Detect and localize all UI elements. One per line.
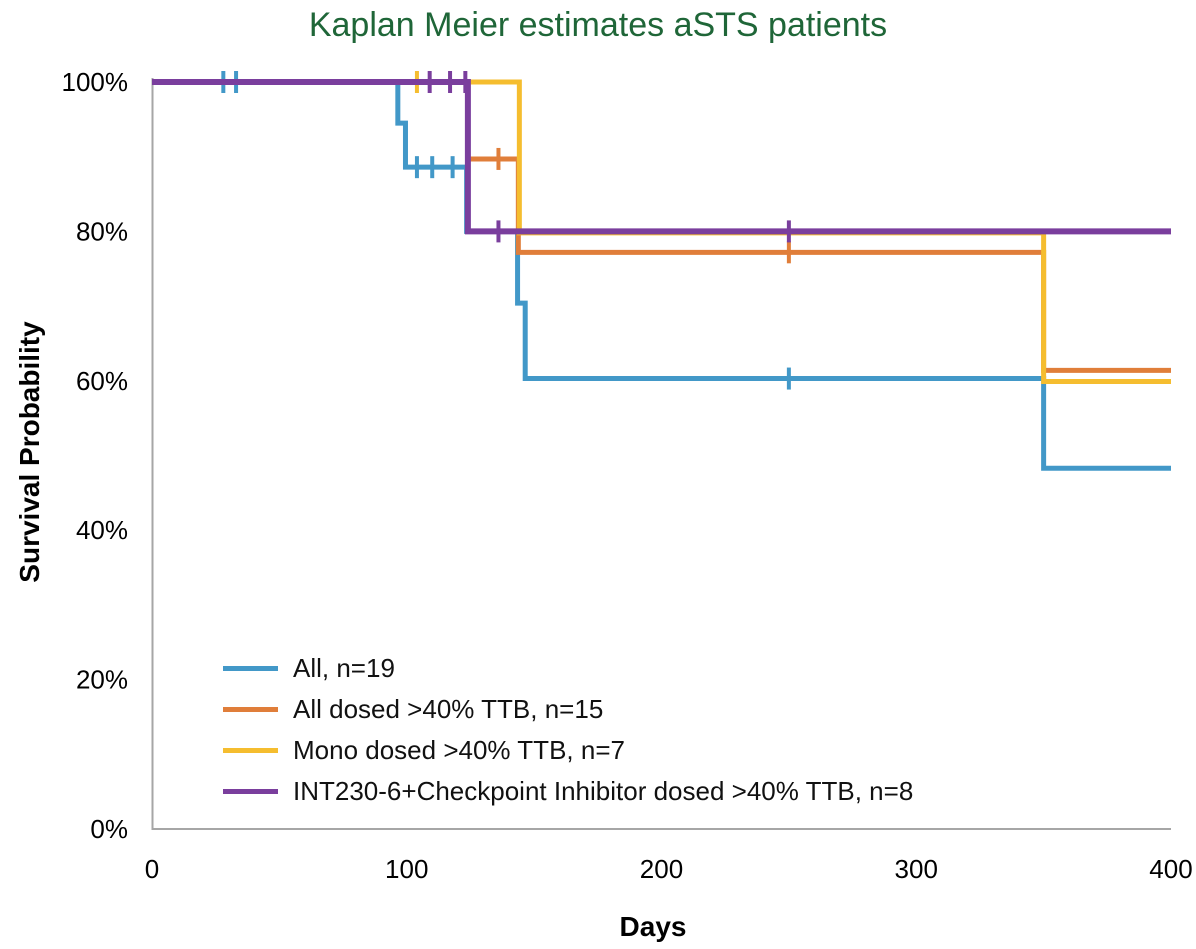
legend-label: INT230-6+Checkpoint Inhibitor dosed >40%… [293, 776, 914, 806]
x-tick-label: 100 [385, 854, 428, 884]
y-tick-label: 80% [76, 216, 128, 246]
x-axis-title: Days [619, 911, 687, 942]
y-tick-label: 20% [76, 665, 128, 695]
chart-title: Kaplan Meier estimates aSTS patients [308, 6, 888, 44]
legend-label: All dosed >40% TTB, n=15 [293, 694, 604, 724]
legend-swatch-icon [223, 748, 278, 753]
legend-swatch-icon [223, 666, 278, 671]
y-tick-label: 60% [76, 366, 128, 396]
legend-label: Mono dosed >40% TTB, n=7 [293, 735, 625, 765]
legend-item-combo-dosed: INT230-6+Checkpoint Inhibitor dosed >40%… [223, 771, 913, 812]
x-tick-label: 0 [145, 854, 159, 884]
legend-label: All, n=19 [293, 653, 395, 683]
x-tick-label: 400 [1149, 854, 1192, 884]
survival-curve-all-dosed [152, 79, 1171, 373]
legend-swatch-icon [223, 707, 278, 712]
y-tick-label: 40% [76, 515, 128, 545]
survival-curve-combo-dosed [152, 79, 1171, 235]
legend-item-all-dosed: All dosed >40% TTB, n=15 [223, 689, 913, 730]
legend: All, n=19 All dosed >40% TTB, n=15 Mono … [223, 648, 913, 812]
legend-swatch-icon [223, 789, 278, 794]
survival-curve-all [152, 79, 1171, 471]
x-tick-label: 300 [895, 854, 938, 884]
legend-item-all: All, n=19 [223, 648, 913, 689]
legend-item-mono-dosed: Mono dosed >40% TTB, n=7 [223, 730, 913, 771]
y-tick-label: 0% [90, 814, 128, 844]
x-tick-label: 200 [640, 854, 683, 884]
y-tick-label: 100% [62, 67, 129, 97]
